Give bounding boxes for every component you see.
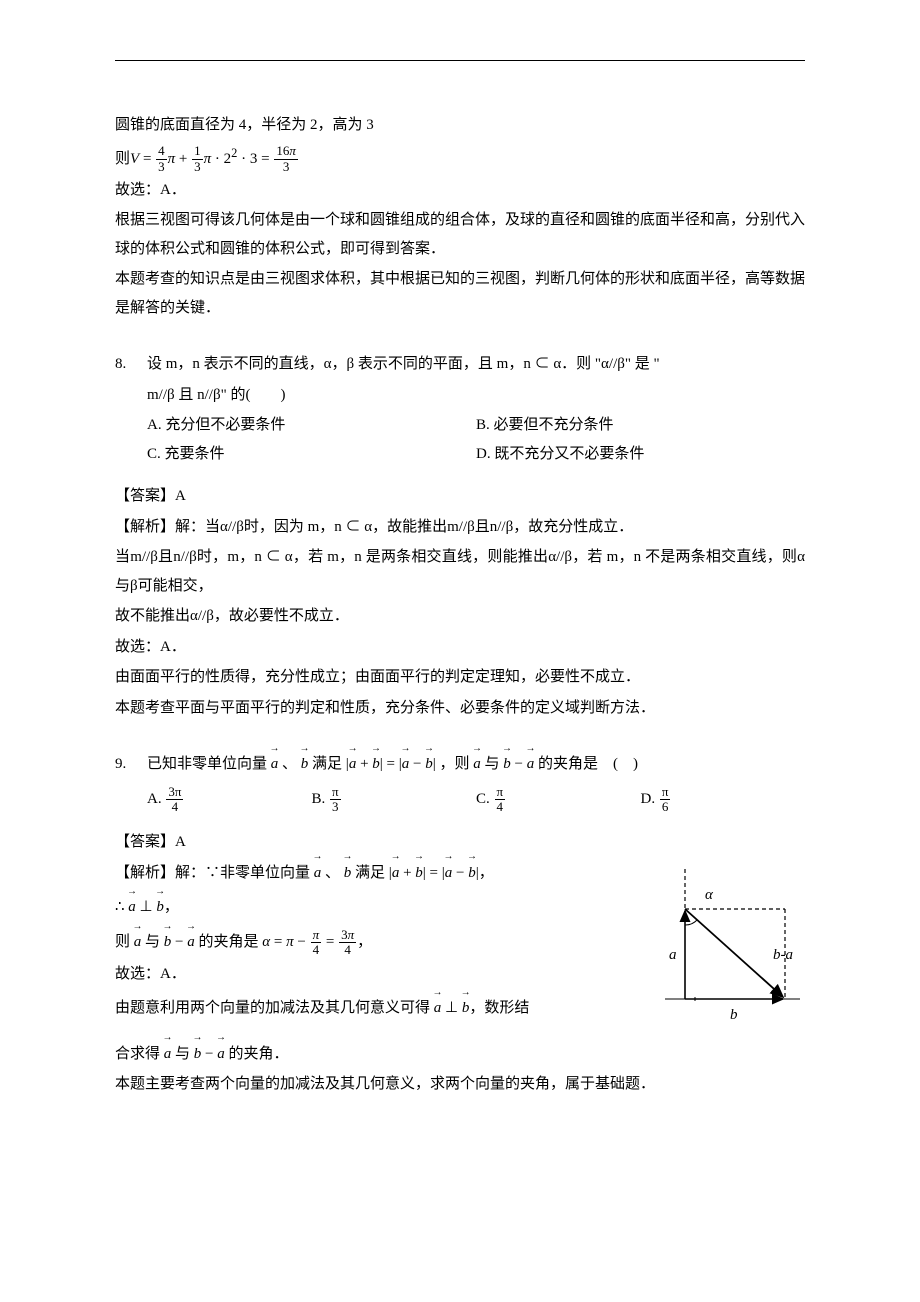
q8-sol4: 故选：A． [115, 633, 805, 662]
q9-opt-a-num: 3π [166, 785, 183, 800]
q9-sol1-mid2: 满足 [355, 865, 385, 881]
q9-stem-pre: 已知非零单位向量 [147, 756, 267, 772]
q9-opt-b-den: 3 [330, 800, 341, 814]
q9-solution-with-figure: 【解析】解：∵非零单位向量 →a 、 →b 满足 |→a + →b| = |→a… [115, 859, 805, 1034]
q9-sol3-pre: 则 [115, 934, 130, 950]
q8-sol2: 当m//β且n//β时，m，n ⊂ α，若 m，n 是两条相交直线，则能推出α/… [115, 543, 805, 600]
q9-sol3-post: ， [357, 934, 372, 950]
q8-sol6: 本题考查平面与平面平行的判定和性质，充分条件、必要条件的定义域判断方法． [115, 694, 805, 723]
q9-opt-c: C. π4 [476, 785, 641, 815]
q8-stem-pre: 设 m，n 表示不同的直线，α，β 表示不同的平面，且 m，n ⊂ α．则 "α… [147, 356, 660, 372]
q9-sol4: 故选：A． [115, 960, 643, 989]
q9-sol6-post: 的夹角． [229, 1046, 289, 1062]
q9-sol1: 【解析】解：∵非零单位向量 →a 、 →b 满足 |→a + →b| = |→a… [115, 859, 643, 888]
q9-number: 9. [115, 750, 147, 814]
q9-opt-a-label: A. [147, 791, 162, 807]
q9-options: A. 3π4 B. π3 C. π4 D. π6 [147, 785, 805, 815]
q9-stem: 已知非零单位向量 →a 、 →b 满足 |→a + →b| = |→a − →b… [147, 750, 805, 779]
q8-options: A. 充分但不必要条件 B. 必要但不充分条件 C. 充要条件 D. 既不充分又… [147, 411, 805, 468]
q9-sol1-post: ， [479, 865, 494, 881]
q9-stem-mid2: 满足 [312, 756, 342, 772]
q8-opt-c: C. 充要条件 [147, 440, 476, 469]
q9-sol1-mid1: 、 [325, 865, 340, 881]
svg-text:a: a [669, 947, 677, 963]
q9-answer: 【答案】A [115, 828, 805, 857]
q8-stem-1: 设 m，n 表示不同的直线，α，β 表示不同的平面，且 m，n ⊂ α．则 "α… [147, 350, 805, 379]
q9-sol6: 合求得 →a 与 →b − →a 的夹角． [115, 1040, 805, 1069]
q8-sol1: 【解析】解：当α//β时，因为 m，n ⊂ α，故能推出m//β且n//β，故充… [115, 513, 805, 542]
q9-opt-c-label: C. [476, 791, 490, 807]
page-top-rule [115, 60, 805, 61]
q9-sol6-mid: 与 [175, 1046, 190, 1062]
intro-line3: 故选：A． [115, 176, 805, 205]
q9-sol3-mid2: 的夹角是 [199, 934, 259, 950]
q9-sol6-pre: 合求得 [115, 1046, 160, 1062]
q9-sol2-post: ， [164, 899, 179, 915]
q9-sol1-pre: 【解析】解：∵非零单位向量 [115, 865, 310, 881]
q9-opt-a: A. 3π4 [147, 785, 312, 815]
q9-opt-b-num: π [330, 785, 341, 800]
q9-opt-d-den: 6 [660, 800, 671, 814]
intro-line5: 本题考查的知识点是由三视图求体积，其中根据已知的三视图，判断几何体的形状和底面半… [115, 265, 805, 322]
q9-sol5-post: ，数形结 [469, 1000, 529, 1016]
q9-sol2-pre: ∴ [115, 899, 125, 915]
q9-sol2: ∴ →a ⊥ →b， [115, 893, 643, 922]
intro-line4: 根据三视图可得该几何体是由一个球和圆锥组成的组合体，及球的直径和圆锥的底面半径和… [115, 206, 805, 263]
intro-formula-prefix: 则 [115, 151, 130, 167]
intro-line1: 圆锥的底面直径为 4，半径为 2，高为 3 [115, 111, 805, 140]
q9-stem-post: 的夹角是 ( ) [538, 756, 638, 772]
q9-opt-c-num: π [495, 785, 506, 800]
vector-diagram: α a b b-a [655, 859, 805, 1034]
q9-opt-b-label: B. [312, 791, 326, 807]
q9-opt-d: D. π6 [641, 785, 806, 815]
q8-answer: 【答案】A [115, 482, 805, 511]
q9-opt-c-den: 4 [495, 800, 506, 814]
question-9: 9. 已知非零单位向量 →a 、 →b 满足 |→a + →b| = |→a −… [115, 750, 805, 814]
q8-number: 8. [115, 350, 147, 468]
q8-sol3: 故不能推出α//β，故必要性不成立． [115, 602, 805, 631]
q9-sol3-mid1: 与 [145, 934, 160, 950]
q8-opt-b: B. 必要但不充分条件 [476, 411, 805, 440]
q9-opt-d-num: π [660, 785, 671, 800]
q9-sol5-pre: 由题意利用两个向量的加减法及其几何意义可得 [115, 1000, 430, 1016]
question-8: 8. 设 m，n 表示不同的直线，α，β 表示不同的平面，且 m，n ⊂ α．则… [115, 350, 805, 468]
q9-opt-b: B. π3 [312, 785, 477, 815]
q9-opt-d-label: D. [641, 791, 656, 807]
intro-formula: 则V = 43π + 13π · 22 · 3 = 16π3 [115, 142, 805, 174]
svg-text:α: α [705, 887, 714, 903]
q9-sol3: 则 →a 与 →b − →a 的夹角是 α = π − π4 = 3π4， [115, 928, 643, 958]
q9-stem-mid4: 与 [485, 756, 500, 772]
q9-sol5: 由题意利用两个向量的加减法及其几何意义可得 →a ⊥ →b，数形结 [115, 994, 643, 1023]
q9-stem-mid1: 、 [282, 756, 297, 772]
q8-opt-d: D. 既不充分又不必要条件 [476, 440, 805, 469]
q9-opt-a-den: 4 [166, 800, 183, 814]
q8-sol5: 由面面平行的性质得，充分性成立；由面面平行的判定定理知，必要性不成立． [115, 663, 805, 692]
svg-text:b-a: b-a [773, 947, 793, 963]
q8-stem-2: m//β 且 n//β" 的( ) [147, 381, 805, 410]
q9-sol7: 本题主要考查两个向量的加减法及其几何意义，求两个向量的夹角，属于基础题． [115, 1070, 805, 1099]
q8-opt-a: A. 充分但不必要条件 [147, 411, 476, 440]
q9-stem-mid3: ，则 [439, 756, 469, 772]
svg-text:b: b [730, 1007, 738, 1023]
